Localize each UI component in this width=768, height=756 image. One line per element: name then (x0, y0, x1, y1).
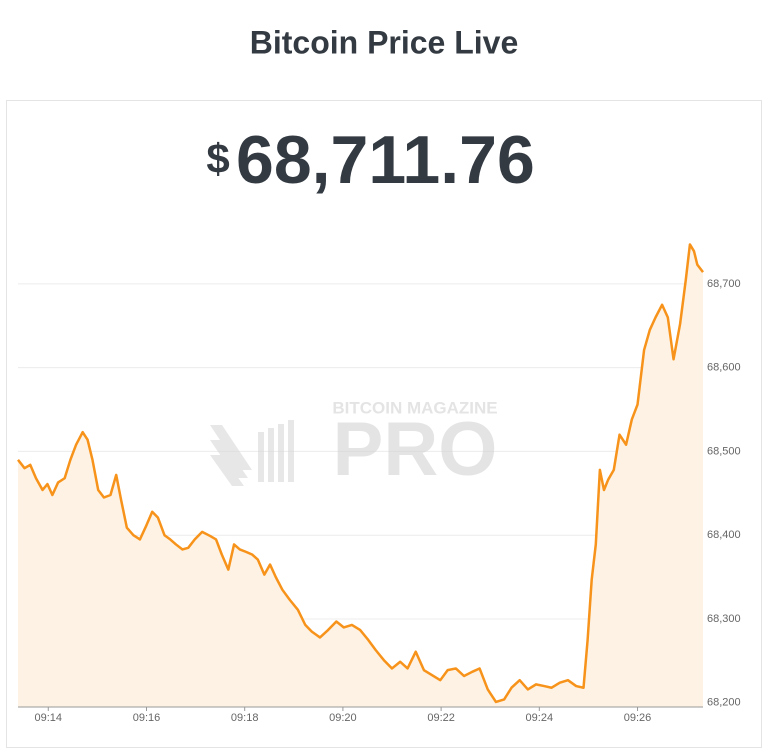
x-tick-label: 09:16 (133, 712, 161, 724)
plot: 68,200 68,300 68,400 68,500 68,600 68,700 09:1… (17, 243, 741, 724)
y-tick-label: 68,200 (707, 697, 741, 709)
page-title: Bitcoin Price Live (250, 24, 519, 60)
x-tick-label: 09:18 (231, 712, 259, 724)
y-tick-label: 68,600 (707, 362, 741, 374)
x-tick-label: 09:26 (624, 712, 652, 724)
price-value: 68,711.76 (236, 122, 535, 198)
x-tick-label: 09:24 (526, 712, 554, 724)
x-tick-label: 09:20 (329, 712, 357, 724)
watermark-logo (210, 420, 294, 486)
x-tick-label: 09:22 (427, 712, 455, 724)
y-tick-label: 68,300 (707, 613, 741, 625)
x-tick-label: 09:14 (35, 712, 63, 724)
price-line (17, 243, 704, 704)
currency-symbol: $ (206, 135, 229, 182)
watermark: BITCOIN MAGAZINE PRO (210, 398, 498, 492)
watermark-line2: PRO (333, 407, 498, 492)
y-tick-label: 68,700 (707, 278, 741, 290)
y-tick-label: 68,500 (707, 445, 741, 457)
y-tick-label: 68,400 (707, 529, 741, 541)
watermark-line1: BITCOIN MAGAZINE (332, 398, 497, 417)
area-fill (18, 244, 703, 707)
